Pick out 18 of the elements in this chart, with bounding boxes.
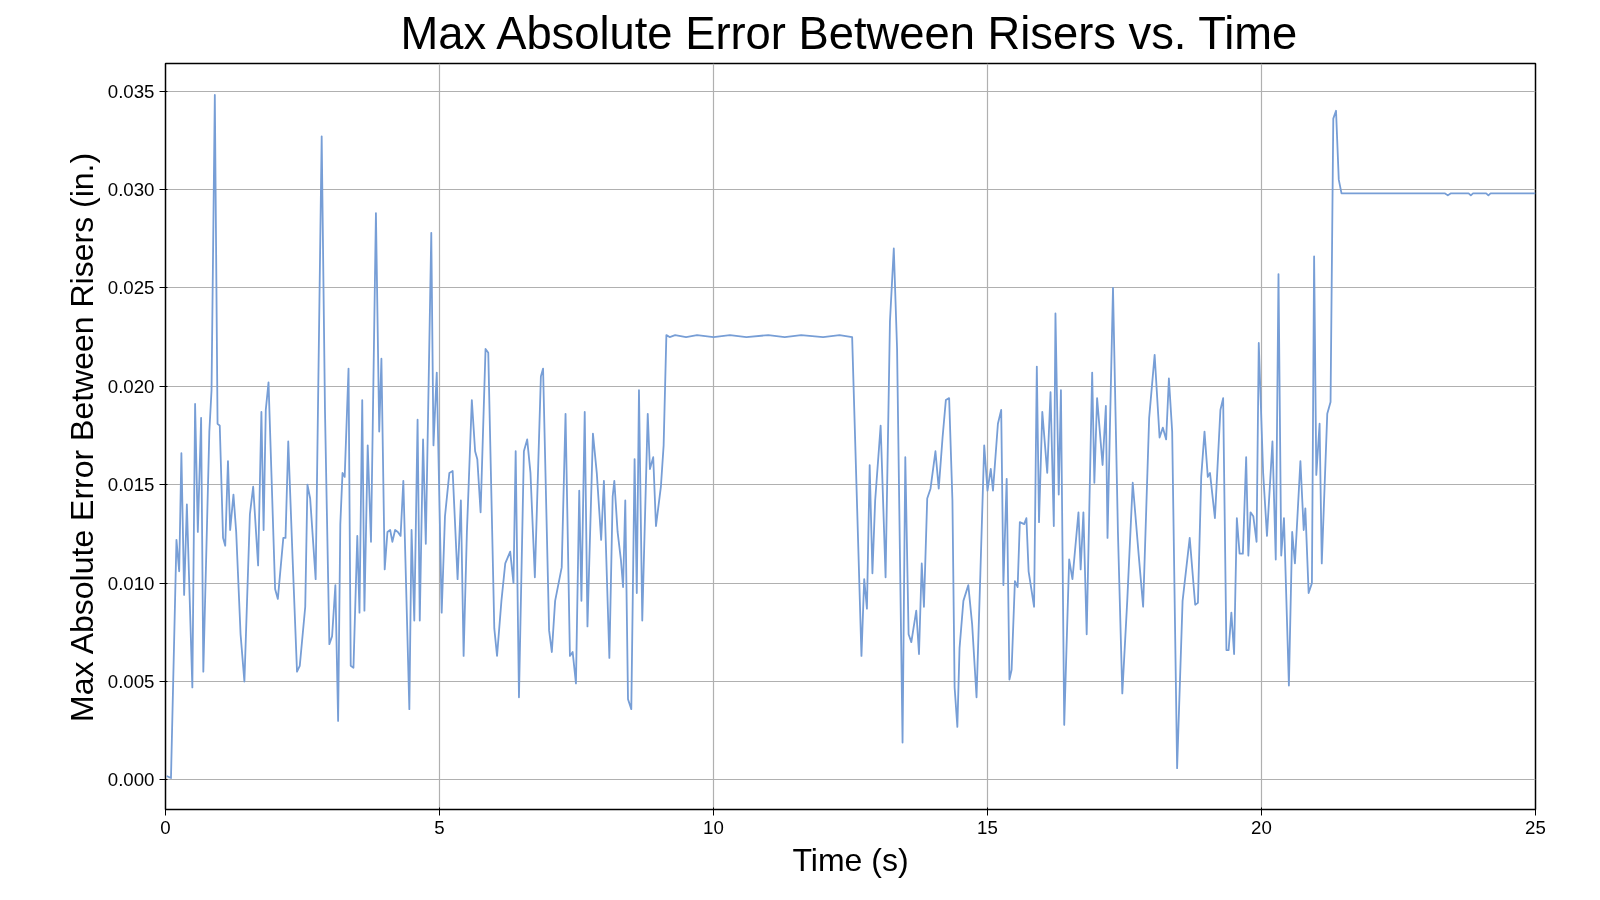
y-tick-label: 0.020 xyxy=(107,375,155,397)
chart-title: Max Absolute Error Between Risers vs. Time xyxy=(400,7,1298,59)
y-tick-label: 0.025 xyxy=(107,277,155,299)
y-tick-label: 0.000 xyxy=(107,769,155,791)
line-series xyxy=(165,94,1536,779)
x-tick-label: 0 xyxy=(160,816,171,838)
x-axis-title: Time (s) xyxy=(792,841,909,878)
y-tick-label: 0.010 xyxy=(107,572,155,594)
x-tick-label: 25 xyxy=(1525,816,1546,838)
y-tick-label: 0.005 xyxy=(107,671,155,693)
y-tick-label: 0.035 xyxy=(107,80,155,102)
x-tick-label: 5 xyxy=(434,816,445,838)
x-tick-label: 20 xyxy=(1251,816,1272,838)
y-axis-title: Max Absolute Error Between Risers (in.) xyxy=(63,152,100,722)
x-tick-label: 15 xyxy=(977,816,998,838)
y-tick-label: 0.015 xyxy=(107,474,155,496)
y-tick-label: 0.030 xyxy=(107,178,155,200)
x-tick-label: 10 xyxy=(703,816,724,838)
